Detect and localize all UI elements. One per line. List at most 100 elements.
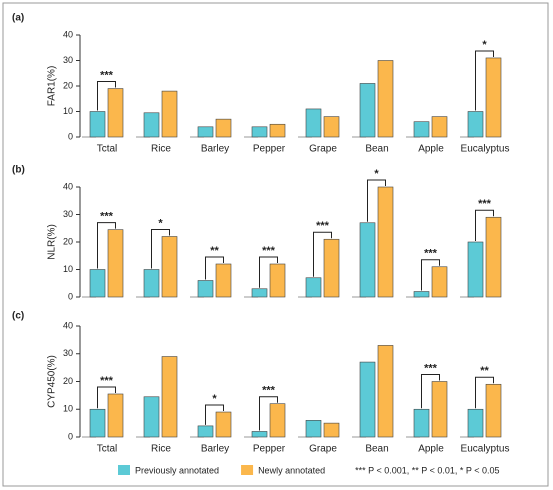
- bar: [269, 403, 286, 438]
- frame: [2, 2, 549, 487]
- significance-bracket: [475, 209, 494, 241]
- bar: [413, 291, 430, 298]
- y-tick-label: 10: [63, 404, 73, 414]
- bar: [107, 88, 124, 138]
- bar: [485, 216, 502, 298]
- significance-label: ***: [100, 69, 114, 81]
- y-tick-label: 40: [63, 29, 73, 39]
- x-tick-label: Grape: [309, 144, 337, 155]
- x-tick-label: Rice: [151, 144, 171, 155]
- bar: [485, 383, 502, 438]
- bar: [197, 280, 214, 298]
- significance-label: ***: [262, 385, 276, 397]
- bar: [431, 116, 448, 138]
- x-tick-label: Rice: [151, 444, 171, 455]
- panel-label: (b): [12, 165, 25, 176]
- bar: [89, 408, 106, 438]
- bar: [269, 123, 286, 138]
- bar: [269, 263, 286, 298]
- y-tick-label: 40: [63, 181, 73, 191]
- bar: [161, 236, 178, 298]
- y-axis-label: CYP450(%): [47, 355, 58, 408]
- significance-label: *: [482, 39, 487, 51]
- y-tick-label: 10: [63, 264, 73, 274]
- significance-label: **: [210, 245, 219, 257]
- y-tick-label: 0: [68, 431, 73, 441]
- x-tick-label: Apple: [418, 444, 444, 455]
- y-tick-label: 30: [63, 209, 73, 219]
- y-tick-label: 20: [63, 80, 73, 90]
- bar: [89, 269, 106, 298]
- x-tick-label: Pepper: [253, 444, 286, 455]
- y-tick-label: 20: [63, 376, 73, 386]
- significance-label: ***: [100, 211, 114, 223]
- bar: [143, 396, 160, 438]
- significance-bracket: [421, 374, 440, 409]
- bar: [107, 229, 124, 298]
- x-tick-label: Pepper: [253, 144, 286, 155]
- significance-bracket: [475, 50, 494, 111]
- legend-swatch: [241, 465, 254, 475]
- bar: [89, 111, 106, 138]
- bar: [431, 266, 448, 298]
- x-tick-label: Bean: [365, 444, 388, 455]
- bar: [107, 393, 124, 438]
- bar: [467, 111, 484, 138]
- bar: [377, 345, 394, 438]
- bar: [161, 356, 178, 438]
- panel-label: (a): [12, 13, 24, 24]
- significance-label: *: [158, 217, 163, 229]
- legend-label: Newly annotated: [258, 465, 325, 475]
- bar: [305, 108, 322, 138]
- significance-label: ***: [424, 248, 438, 260]
- legend-swatch: [118, 465, 130, 475]
- bar: [359, 83, 376, 138]
- x-tick-label: Tctal: [97, 144, 118, 155]
- significance-bracket: [97, 222, 116, 269]
- x-tick-label: Barley: [201, 444, 229, 455]
- y-tick-label: 30: [63, 55, 73, 65]
- significance-bracket: [367, 179, 386, 222]
- y-axis-label: NLR(%): [47, 224, 58, 260]
- bar: [251, 431, 268, 438]
- bar: [377, 60, 394, 138]
- y-tick-label: 0: [68, 291, 73, 301]
- significance-label: ***: [100, 375, 114, 387]
- x-tick-label: Eucalyptus: [461, 144, 510, 155]
- bar: [215, 263, 232, 298]
- bar: [323, 422, 340, 438]
- bar: [359, 222, 376, 298]
- significance-bracket: [259, 256, 278, 288]
- panel-label: (c): [12, 311, 24, 322]
- bar: [359, 361, 376, 438]
- bar: [485, 57, 502, 138]
- significance-label: **: [480, 365, 489, 377]
- bar: [161, 90, 178, 138]
- y-tick-label: 40: [63, 320, 73, 330]
- significance-bracket: [475, 376, 494, 409]
- bar: [305, 420, 322, 438]
- bar: [215, 411, 232, 438]
- x-tick-label: Apple: [418, 144, 444, 155]
- bar: [467, 241, 484, 298]
- legend-label: Previously annotated: [135, 465, 219, 475]
- bar: [197, 126, 214, 138]
- bar: [323, 116, 340, 138]
- significance-bracket: [313, 231, 332, 277]
- significance-bracket: [97, 386, 116, 409]
- y-tick-label: 10: [63, 106, 73, 116]
- y-tick-label: 30: [63, 348, 73, 358]
- x-tick-label: Eucalyptus: [461, 444, 510, 455]
- bar: [377, 186, 394, 298]
- bar: [413, 121, 430, 138]
- significance-label: ***: [316, 220, 330, 232]
- y-tick-label: 20: [63, 236, 73, 246]
- significance-bracket: [151, 229, 170, 269]
- y-tick-label: 0: [68, 131, 73, 141]
- x-tick-label: Bean: [365, 144, 388, 155]
- bar: [413, 408, 430, 438]
- significance-bracket: [421, 259, 440, 291]
- significance-label: *: [212, 393, 217, 405]
